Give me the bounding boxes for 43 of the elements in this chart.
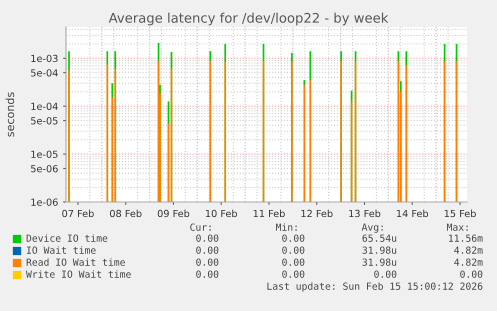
y-tick-label: 5e-05: [31, 117, 58, 124]
legend-label: Write IO Wait time: [26, 270, 131, 278]
x-tick-label: 14 Feb: [397, 210, 428, 218]
y-tick-label: 1e-05: [31, 150, 58, 158]
x-tick-label: 11 Feb: [254, 210, 285, 218]
text: Min:: [276, 223, 297, 231]
text: 65.54u: [362, 234, 396, 242]
x-tick-label: 13 Feb: [349, 210, 380, 218]
x-tick-label: 09 Feb: [158, 210, 190, 218]
y-tick-label: 5e-06: [31, 164, 58, 172]
text: 4.82m: [454, 258, 483, 266]
chart-title: Average latency for /dev/loop22 - by week: [108, 12, 388, 26]
text: 0.00: [282, 270, 304, 278]
text: 0.00: [282, 258, 304, 266]
y-tick-label: 1e-04: [31, 102, 58, 110]
text: Max:: [446, 224, 468, 231]
text: 4.82m: [454, 246, 483, 254]
text: 0.00: [196, 270, 218, 278]
text: Last update: Sun Feb 15 15:00:12 2026: [267, 282, 482, 292]
x-tick-label: 10 Feb: [206, 210, 238, 218]
legend-label: Read IO Wait time: [26, 258, 125, 266]
legend-label: Device IO time: [26, 234, 108, 242]
text: Avg:: [362, 224, 383, 233]
text: 0.00: [196, 234, 218, 242]
x-tick-label: 12 Feb: [301, 210, 333, 218]
text: 0.00: [196, 258, 218, 266]
x-tick-label: 08 Feb: [110, 210, 142, 218]
y-tick-label: 5e-04: [31, 69, 58, 77]
text: 11.56m: [449, 234, 483, 242]
y-axis-title: seconds: [6, 92, 14, 137]
text: 31.98u: [362, 258, 396, 266]
text: 0.00: [282, 234, 304, 242]
text: 0.00: [374, 270, 396, 278]
legend-label: IO Wait time: [26, 246, 96, 254]
x-tick-label: 07 Feb: [62, 210, 94, 218]
text: 0.00: [282, 246, 304, 254]
text: 0.00: [460, 270, 482, 278]
y-tick-label: 1e-06: [31, 198, 58, 206]
text: 31.98u: [362, 246, 396, 254]
text: 0.00: [196, 246, 218, 254]
x-tick-label: 15 Feb: [444, 210, 476, 218]
y-tick-label: 1e-03: [31, 54, 58, 62]
text: Cur:: [190, 223, 211, 231]
